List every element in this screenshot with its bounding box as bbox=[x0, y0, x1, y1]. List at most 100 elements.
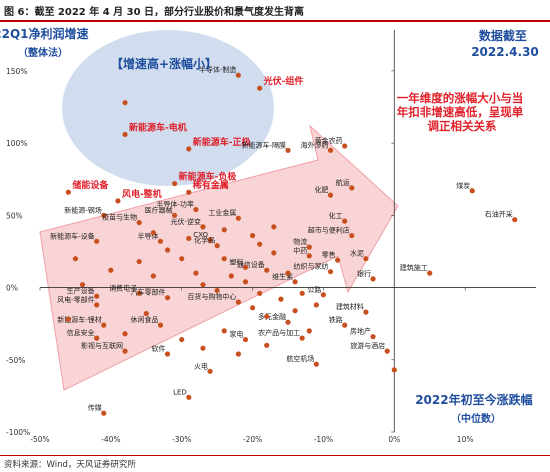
data-point bbox=[193, 270, 199, 276]
data-point bbox=[79, 282, 86, 288]
point-label: 中药 bbox=[293, 246, 307, 255]
annotation-xaxis-line-2: （中位数） bbox=[451, 412, 501, 425]
point-label: 通信设备 bbox=[237, 260, 265, 269]
figure-title: 图 6：截至 2022 年 4 月 30 日，部分行业股价和景气度发生背离 bbox=[4, 7, 305, 18]
point-label: 海外涉药 bbox=[301, 140, 329, 149]
point-label: 风电-整机 bbox=[122, 188, 162, 200]
data-point bbox=[278, 296, 284, 302]
data-point bbox=[370, 334, 376, 340]
point-label: 物流 bbox=[293, 237, 307, 246]
point-label: 多元金融 bbox=[258, 312, 286, 321]
point-label: 公路 bbox=[307, 285, 321, 294]
point-label: 塑料 bbox=[229, 257, 243, 266]
data-point bbox=[370, 276, 376, 282]
data-point bbox=[186, 394, 192, 400]
data-point bbox=[384, 348, 390, 354]
data-point bbox=[186, 146, 192, 152]
point-label: 新能源车-正极 bbox=[193, 136, 252, 148]
data-point bbox=[164, 351, 171, 357]
annotation-date-line-2: 2022.4.30 bbox=[471, 45, 539, 59]
y-tick-label: -100% bbox=[6, 428, 30, 437]
point-label: 煤炭 bbox=[456, 181, 470, 190]
source-rule bbox=[0, 455, 550, 456]
data-point bbox=[292, 308, 298, 314]
point-label: 零售 bbox=[322, 250, 336, 259]
point-label: 纺织与家纺 bbox=[294, 262, 329, 271]
annotation-growth-line-2: （整体法） bbox=[18, 46, 68, 59]
data-point bbox=[150, 230, 156, 236]
figure-source: 资料来源：Wind，天风证券研究所 bbox=[4, 460, 136, 470]
data-point bbox=[94, 293, 100, 299]
data-point bbox=[179, 336, 185, 343]
point-label: 储能设备 bbox=[72, 179, 109, 191]
point-label: 航空机场 bbox=[286, 354, 314, 363]
point-label: 建筑材料 bbox=[336, 302, 364, 311]
point-label: 医疗器械 bbox=[145, 205, 173, 214]
point-label: 软件 bbox=[152, 344, 166, 353]
data-point bbox=[242, 336, 249, 343]
data-point bbox=[342, 143, 348, 149]
x-tick-label: 10% bbox=[457, 435, 474, 444]
point-label: 房地产 bbox=[350, 327, 371, 336]
data-point bbox=[313, 361, 319, 367]
data-point bbox=[200, 282, 206, 288]
point-label: 光伏-逆变 bbox=[170, 217, 201, 226]
x-tick-label: -50% bbox=[30, 435, 49, 444]
data-point bbox=[200, 224, 206, 230]
data-point bbox=[306, 328, 312, 334]
data-point bbox=[469, 188, 475, 194]
data-point bbox=[214, 243, 220, 249]
point-label: 新能源车-负极 bbox=[179, 171, 238, 183]
data-point bbox=[235, 72, 241, 78]
data-point bbox=[349, 232, 355, 239]
point-label: 新能源车-隔膜 bbox=[241, 140, 286, 149]
data-point bbox=[179, 256, 185, 262]
point-label: 超市与便利店 bbox=[308, 226, 350, 235]
data-point bbox=[72, 256, 79, 262]
point-label: 新能源-钢场 bbox=[64, 205, 102, 214]
point-label: CXO bbox=[193, 231, 208, 239]
data-point bbox=[512, 217, 518, 223]
data-point bbox=[207, 368, 213, 374]
y-tick-label: -50% bbox=[6, 356, 25, 365]
annotation-xaxis-label: 2022年初至今涨跌幅 （中位数） bbox=[415, 392, 537, 425]
data-point bbox=[235, 299, 241, 305]
data-point bbox=[427, 270, 433, 276]
data-point bbox=[122, 331, 128, 337]
data-point bbox=[65, 189, 71, 195]
data-point bbox=[242, 279, 249, 285]
data-point bbox=[200, 345, 206, 351]
data-point bbox=[342, 322, 348, 328]
highlight-ellipse bbox=[62, 30, 274, 186]
x-tick-label: 0% bbox=[388, 435, 400, 444]
x-tick-label: -10% bbox=[314, 435, 333, 444]
data-point bbox=[235, 215, 241, 221]
data-point bbox=[285, 147, 291, 153]
point-label: 消费电子 bbox=[109, 283, 137, 292]
point-label: 家电 bbox=[229, 330, 243, 339]
point-label: 传媒 bbox=[88, 403, 102, 412]
data-point bbox=[242, 264, 249, 270]
data-point bbox=[207, 237, 213, 243]
y-tick-label: 100% bbox=[6, 139, 27, 148]
data-point bbox=[271, 250, 277, 256]
point-label: 半导体 bbox=[137, 231, 158, 240]
data-point bbox=[94, 302, 100, 308]
point-label: 稀有金属 bbox=[193, 179, 229, 191]
data-point bbox=[214, 287, 220, 294]
data-point bbox=[285, 319, 291, 325]
title-rule bbox=[0, 20, 550, 22]
point-label: 石油开采 bbox=[485, 210, 513, 219]
point-label: 火电 bbox=[194, 361, 208, 370]
data-point bbox=[299, 335, 305, 341]
data-point bbox=[122, 131, 128, 138]
data-point bbox=[271, 224, 277, 230]
point-label: 建筑施工 bbox=[400, 263, 428, 272]
data-point bbox=[228, 273, 234, 279]
data-point bbox=[235, 351, 241, 357]
data-point bbox=[221, 256, 227, 262]
data-point bbox=[94, 335, 100, 341]
annotation-arrow-line-3: 调正相关关系 bbox=[428, 119, 497, 133]
data-point bbox=[101, 212, 107, 218]
annotation-arrow-line-1: 一年维度的涨幅大小与当 bbox=[397, 91, 524, 105]
